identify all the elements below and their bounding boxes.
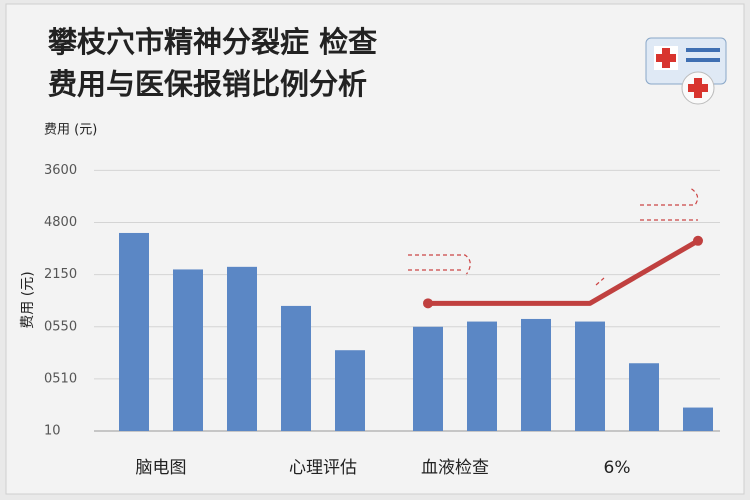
y-tick-label: 0550 — [44, 319, 77, 334]
y-tick-label: 4800 — [44, 215, 77, 230]
bar — [119, 232, 149, 431]
bar — [521, 318, 551, 431]
y-tick-label: 10 — [44, 424, 61, 439]
bar — [683, 407, 713, 431]
bar — [413, 326, 443, 431]
chart-title: 费用与医保报销比例分析 — [48, 67, 367, 101]
bar — [575, 321, 605, 431]
chart-title: 攀枝穴市精神分裂症 检查 — [47, 25, 377, 59]
y-axis-title: 费用 (元) — [44, 123, 97, 138]
y-tick-label: 2150 — [44, 267, 77, 282]
bar — [629, 363, 659, 431]
x-tick-label: 6% — [604, 458, 631, 478]
line-point — [693, 235, 703, 246]
y-tick-label: 0510 — [44, 371, 77, 386]
bar — [227, 266, 257, 431]
line-point — [423, 298, 433, 309]
x-tick-label: 脑电图 — [136, 458, 187, 478]
y-axis-caption: 费用 (元) — [20, 271, 36, 328]
icon — [645, 37, 727, 105]
x-tick-label: 心理评估 — [289, 458, 357, 478]
annotation-arrows — [408, 187, 699, 286]
x-tick-label: 血液检查 — [421, 458, 489, 478]
bar — [281, 305, 311, 431]
y-tick-label: 3600 — [44, 163, 77, 178]
bar — [335, 350, 365, 431]
line — [428, 238, 700, 306]
bar — [467, 321, 497, 431]
bar — [173, 269, 203, 431]
